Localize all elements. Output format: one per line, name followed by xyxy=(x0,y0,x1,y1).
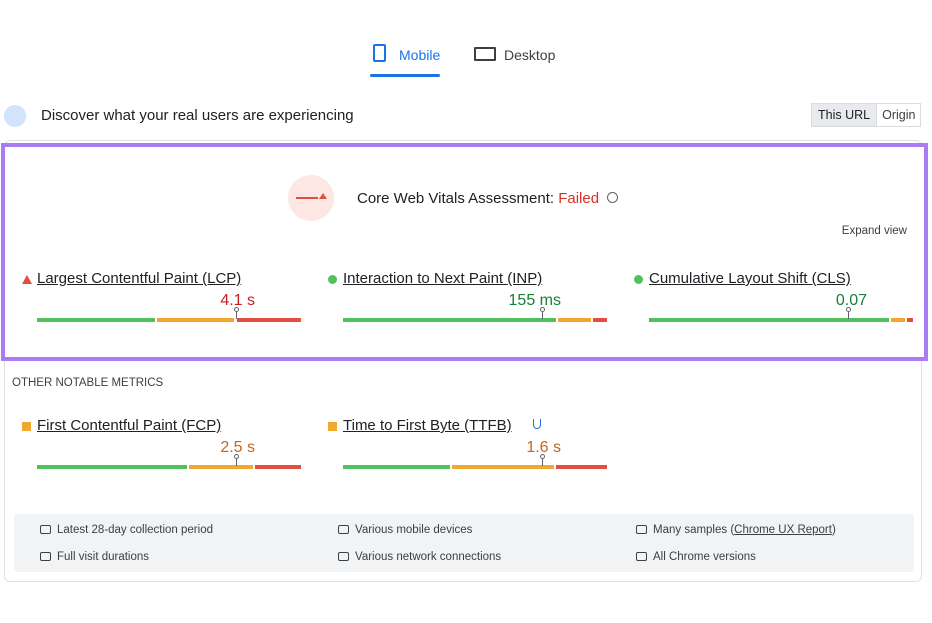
rating-icon xyxy=(328,275,337,284)
footer-text: Various network connections xyxy=(355,551,502,563)
footer-item: Latest 28-day collection period xyxy=(40,524,213,536)
footer-item: Many samples (Chrome UX Report) xyxy=(636,524,836,536)
distribution-segment xyxy=(343,465,451,469)
rating-icon xyxy=(22,422,31,431)
percentile-pin xyxy=(236,310,237,319)
expand-view[interactable]: Expand view xyxy=(841,225,907,237)
distribution-segment xyxy=(891,318,905,322)
metric-value: 1.6 s xyxy=(526,439,561,456)
mobile-icon xyxy=(373,44,386,62)
metric-name[interactable]: Time to First Byte (TTFB) xyxy=(343,417,512,434)
tab-desktop[interactable]: Desktop xyxy=(504,47,556,63)
metric-name[interactable]: Largest Contentful Paint (LCP) xyxy=(37,270,242,287)
metric-name[interactable]: First Contentful Paint (FCP) xyxy=(37,417,222,434)
footer-item: Various network connections xyxy=(338,551,501,563)
percentile-pin-head xyxy=(540,454,545,459)
lab-icon xyxy=(533,419,541,429)
section-title: Discover what your real users are experi… xyxy=(41,107,354,124)
metric-name[interactable]: Interaction to Next Paint (INP) xyxy=(343,270,543,287)
rating-icon xyxy=(634,275,643,284)
distribution-segment xyxy=(188,465,254,469)
distribution-segment xyxy=(452,465,554,469)
footer-icon xyxy=(338,525,349,534)
percentile-pin xyxy=(542,310,543,319)
metric-name[interactable]: Cumulative Layout Shift (CLS) xyxy=(649,270,851,287)
distribution-segment xyxy=(156,318,235,322)
highlight-box xyxy=(1,143,928,361)
tab-underline xyxy=(370,74,440,77)
assessment-icon xyxy=(288,175,334,221)
footer-icon xyxy=(636,552,647,561)
tab-mobile[interactable]: Mobile xyxy=(399,47,441,63)
rating-icon xyxy=(22,275,32,284)
footer-item: Full visit durations xyxy=(40,551,149,563)
footer-text: Various mobile devices xyxy=(355,524,473,536)
metric-value: 155 ms xyxy=(508,292,561,309)
footer-icon xyxy=(40,552,51,561)
rating-icon xyxy=(328,422,337,431)
metric-value: 2.5 s xyxy=(220,439,255,456)
metric-value: 0.07 xyxy=(835,292,867,309)
distribution-segment xyxy=(649,318,890,322)
assessment: Core Web Vitals Assessment: Failed xyxy=(357,190,619,207)
percentile-pin-head xyxy=(846,307,851,312)
distribution-segment xyxy=(236,318,301,322)
percentile-pin-head xyxy=(234,454,239,459)
footer-text: Many samples ( xyxy=(653,524,735,536)
distribution-segment xyxy=(37,318,155,322)
footer-icon xyxy=(636,525,647,534)
percentile-pin xyxy=(542,457,543,466)
footer-box xyxy=(14,514,914,572)
assessment-status: Failed xyxy=(558,190,600,207)
help-icon[interactable] xyxy=(607,192,619,203)
metric-value: 4.1 s xyxy=(220,292,255,309)
distribution-segment xyxy=(37,465,187,469)
percentile-pin-head xyxy=(234,307,239,312)
toggle-this-url[interactable]: This URL xyxy=(812,104,878,126)
distribution-segment xyxy=(558,318,592,322)
footer-icon xyxy=(338,552,349,561)
footer-text: Latest 28-day collection period xyxy=(57,524,213,536)
toggle-origin[interactable]: Origin xyxy=(882,108,916,122)
footer-item: All Chrome versions xyxy=(636,551,756,563)
distribution-segment xyxy=(555,465,607,469)
footer-link[interactable]: Chrome UX Report xyxy=(734,524,832,536)
footer-item: Various mobile devices xyxy=(338,524,472,536)
distribution-segment xyxy=(255,465,301,469)
crux-icon xyxy=(4,105,26,127)
distribution-segment xyxy=(907,318,913,322)
card xyxy=(4,140,922,582)
footer-text: All Chrome versions xyxy=(653,551,756,563)
footer-icon xyxy=(40,525,51,534)
other-title: OTHER NOTABLE METRICS xyxy=(12,377,164,389)
url-toggle: This URL Origin xyxy=(811,103,922,127)
percentile-pin xyxy=(236,457,237,466)
distribution-segment xyxy=(343,318,557,322)
footer-text: ) xyxy=(831,524,836,536)
assessment-label: Core Web Vitals Assessment: xyxy=(357,190,555,207)
percentile-pin xyxy=(848,310,849,319)
percentile-pin-head xyxy=(540,307,545,312)
desktop-icon xyxy=(474,47,496,61)
distribution-segment xyxy=(593,318,607,322)
footer-text: Full visit durations xyxy=(57,551,150,563)
